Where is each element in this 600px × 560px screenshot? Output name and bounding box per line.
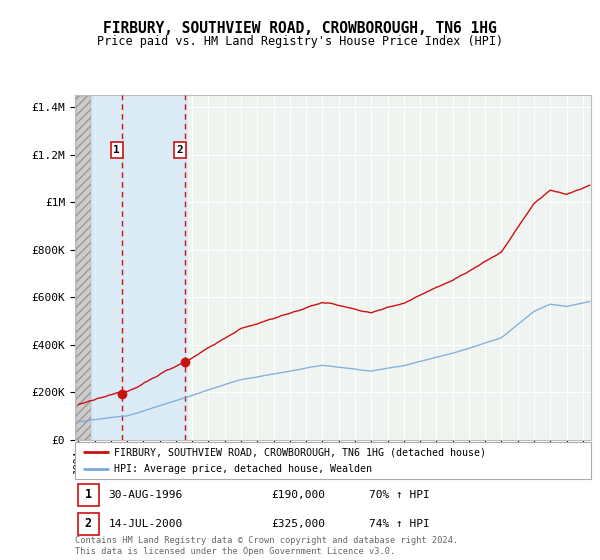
FancyBboxPatch shape xyxy=(77,513,99,535)
Text: FIRBURY, SOUTHVIEW ROAD, CROWBOROUGH, TN6 1HG: FIRBURY, SOUTHVIEW ROAD, CROWBOROUGH, TN… xyxy=(103,21,497,36)
Bar xyxy=(91,95,188,440)
Text: 14-JUL-2000: 14-JUL-2000 xyxy=(109,519,183,529)
Text: Price paid vs. HM Land Registry's House Price Index (HPI): Price paid vs. HM Land Registry's House … xyxy=(97,35,503,48)
Text: HPI: Average price, detached house, Wealden: HPI: Average price, detached house, Weal… xyxy=(114,464,372,474)
Text: 70% ↑ HPI: 70% ↑ HPI xyxy=(369,490,430,500)
Text: 2: 2 xyxy=(85,517,92,530)
FancyBboxPatch shape xyxy=(77,484,99,506)
Text: 2: 2 xyxy=(176,145,183,155)
Text: £325,000: £325,000 xyxy=(271,519,325,529)
Text: 74% ↑ HPI: 74% ↑ HPI xyxy=(369,519,430,529)
Text: 1: 1 xyxy=(85,488,92,501)
Text: £190,000: £190,000 xyxy=(271,490,325,500)
Text: 1: 1 xyxy=(113,145,120,155)
FancyBboxPatch shape xyxy=(75,442,591,479)
Bar xyxy=(75,95,91,440)
Text: FIRBURY, SOUTHVIEW ROAD, CROWBOROUGH, TN6 1HG (detached house): FIRBURY, SOUTHVIEW ROAD, CROWBOROUGH, TN… xyxy=(114,447,486,457)
Text: 30-AUG-1996: 30-AUG-1996 xyxy=(109,490,183,500)
Text: Contains HM Land Registry data © Crown copyright and database right 2024.
This d: Contains HM Land Registry data © Crown c… xyxy=(75,536,458,556)
